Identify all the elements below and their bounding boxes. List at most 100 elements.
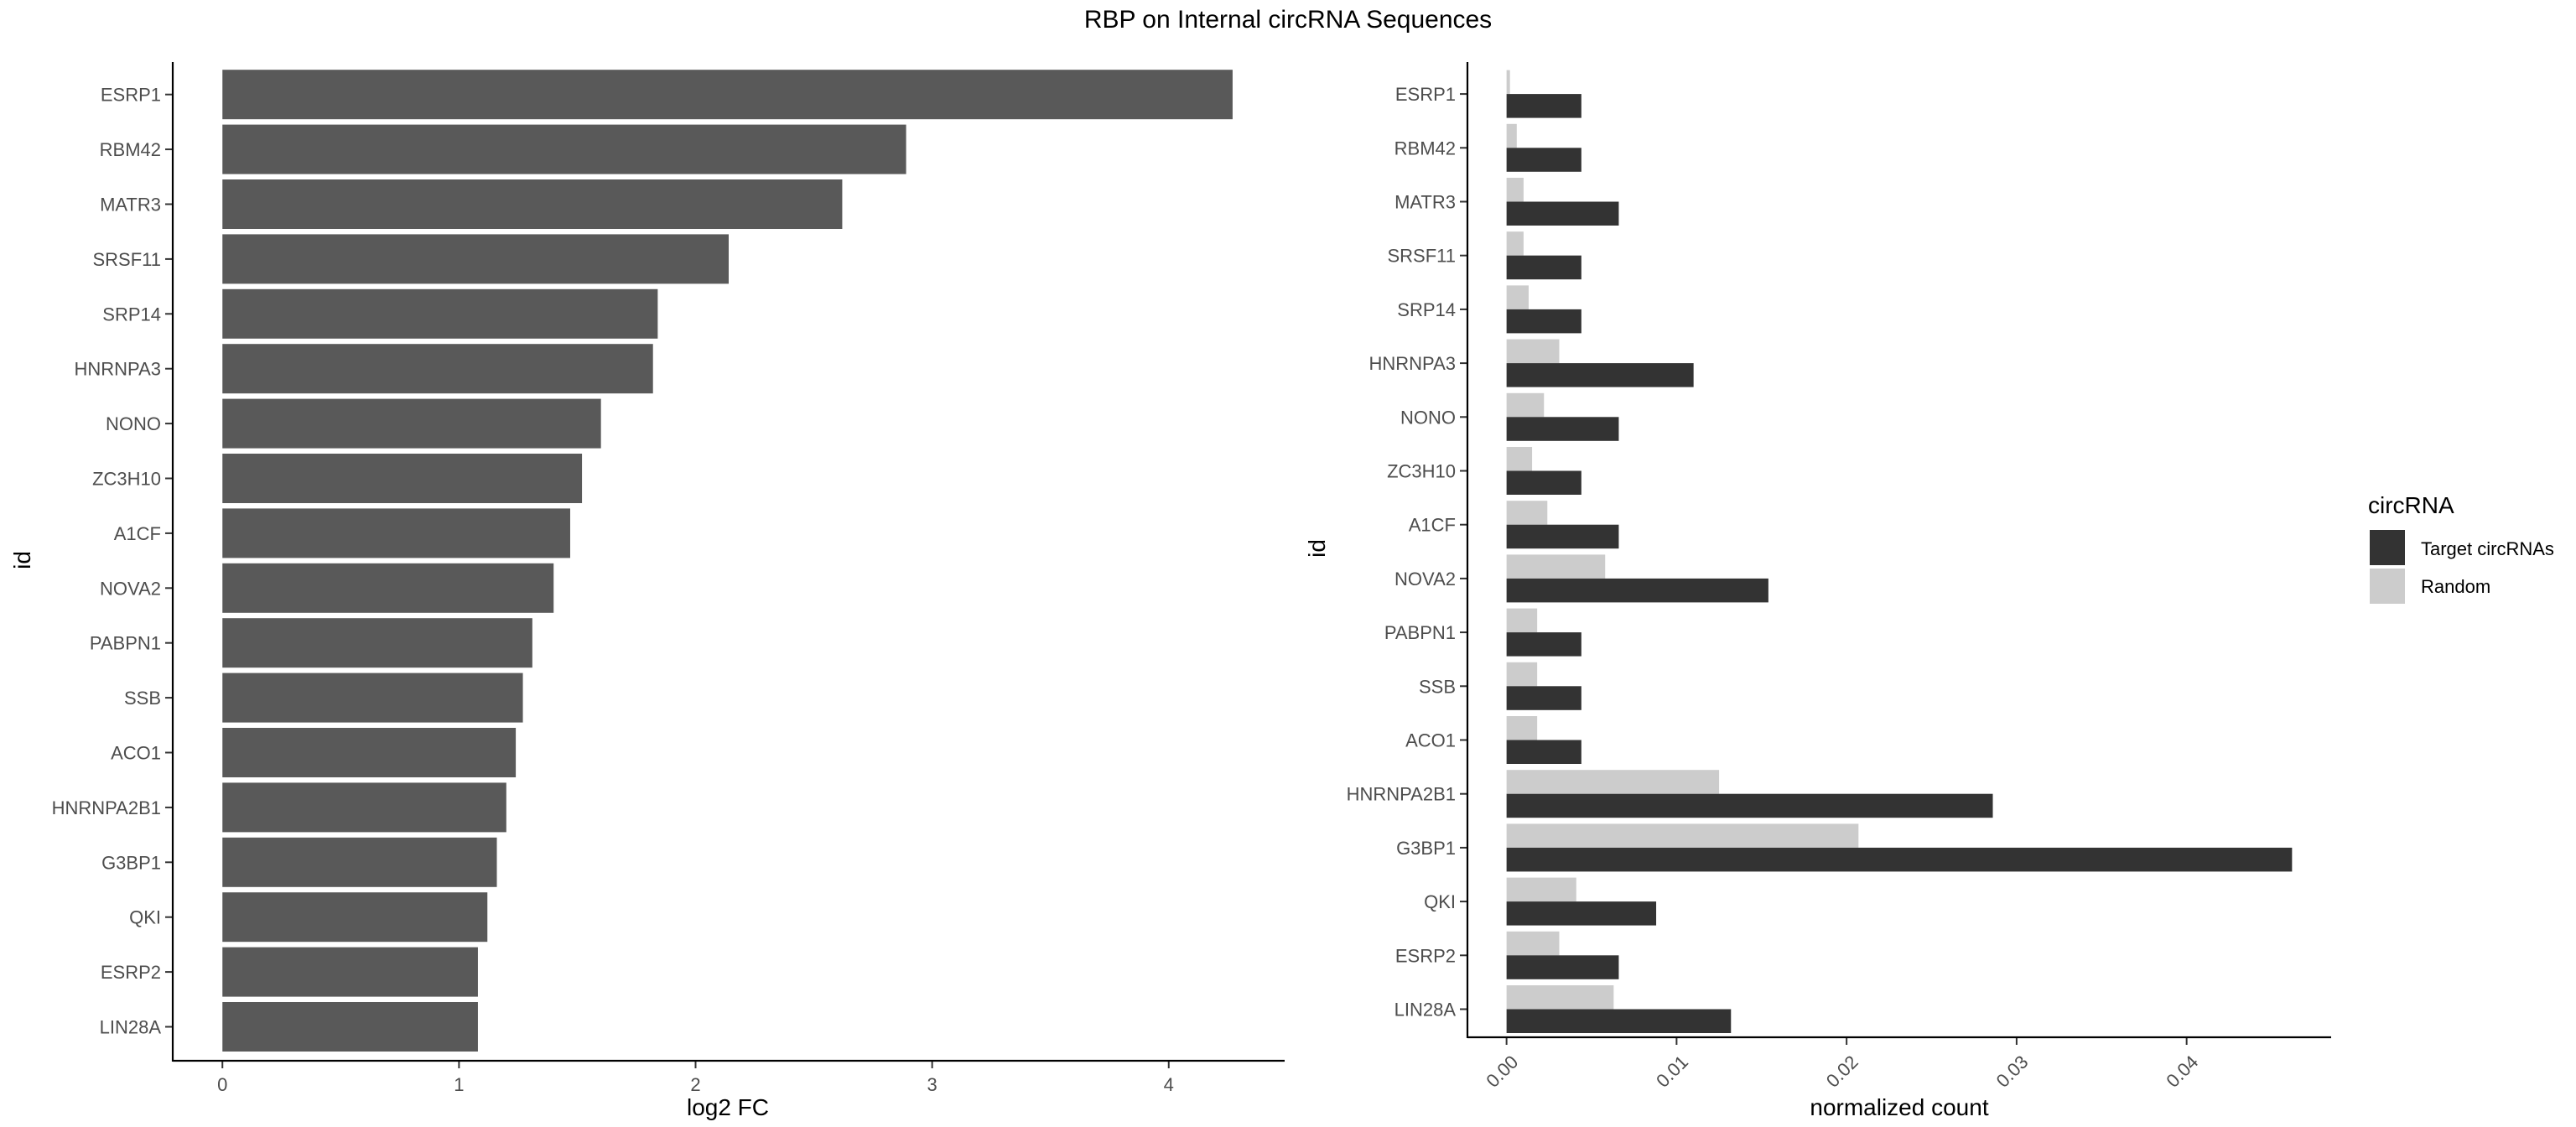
chart-title: RBP on Internal circRNA Sequences [1084, 6, 1492, 34]
log2fc-y-tick-label: ACO1 [111, 743, 161, 764]
log2fc-y-tick-label: NOVA2 [100, 578, 161, 599]
log2fc-y-tick-label: LIN28A [100, 1017, 162, 1038]
target-bar-a1cf [1506, 524, 1619, 549]
log2fc-y-tick-label: QKI [129, 907, 161, 928]
log2fc-bar-esrp2 [222, 947, 478, 997]
normalized-count-y-tick-label: NOVA2 [1394, 569, 1456, 589]
log2fc-y-tick-label: ESRP1 [101, 85, 161, 106]
target-bar-qki [1506, 901, 1657, 926]
log2fc-bar-rbm42 [222, 124, 906, 174]
log2fc-bar-qki [222, 892, 488, 943]
random-bar-zc3h10 [1506, 447, 1533, 471]
log2fc-bar-a1cf [222, 508, 570, 558]
log2fc-x-tick-label: 1 [454, 1074, 464, 1095]
random-bar-esrp2 [1506, 931, 1560, 956]
random-bar-hnrnpa2b1 [1506, 770, 1720, 794]
target-bar-pabpn1 [1506, 632, 1581, 657]
normalized-count-y-tick-label: SRP14 [1397, 299, 1456, 320]
normalized-count-y-ticks: ESRP1 RBM42 MATR3 SRSF11 SRP14 HNRNPA3 NONO ZC3… [1347, 84, 1467, 1021]
log2fc-y-ticks: ESRP1 RBM42 MATR3 SRSF11 SRP14 HNRNPA3 NONO ZC3… [52, 85, 173, 1038]
log2fc-bar-esrp1 [222, 70, 1233, 120]
random-bar-a1cf [1506, 501, 1548, 525]
normalized-count-y-tick-label: G3BP1 [1396, 838, 1456, 859]
target-bar-hnrnpa2b1 [1506, 793, 1993, 818]
normalized-count-y-tick-label: NONO [1400, 407, 1456, 428]
log2fc-y-tick-label: A1CF [114, 523, 161, 544]
log2fc-y-tick-label: HNRNPA3 [74, 359, 161, 380]
normalized-count-y-tick-label: HNRNPA3 [1368, 353, 1456, 374]
log2fc-y-tick-label: ZC3H10 [92, 469, 161, 490]
log2fc-bar-srsf11 [222, 234, 729, 284]
log2fc-bar-ssb [222, 673, 523, 723]
random-bar-nono [1506, 392, 1545, 418]
normalized-count-y-tick-label: QKI [1424, 891, 1456, 912]
random-bar-pabpn1 [1506, 608, 1538, 633]
log2fc-panel: ESRP1 RBM42 MATR3 SRSF11 SRP14 HNRNPA3 NONO ZC3… [9, 62, 1285, 1120]
random-bar-matr3 [1506, 178, 1524, 202]
log2fc-y-tick-label: HNRNPA2B1 [52, 797, 161, 818]
target-bar-ssb [1506, 686, 1581, 710]
log2fc-x-tick-label: 0 [217, 1074, 227, 1095]
random-bar-aco1 [1506, 716, 1538, 740]
target-bar-lin28a [1506, 1009, 1732, 1033]
log2fc-y-tick-label: G3BP1 [101, 852, 161, 873]
log2fc-y-tick-label: ESRP2 [101, 962, 161, 983]
log2fc-bars [222, 70, 1233, 1052]
target-bar-rbm42 [1506, 148, 1581, 172]
legend-label-random: Random [2421, 576, 2490, 597]
legend: circRNA Target circRNAs Random [2368, 492, 2554, 604]
log2fc-bar-hnrnpa2b1 [222, 782, 506, 833]
random-bar-lin28a [1506, 985, 1614, 1010]
legend-key-target [2370, 530, 2405, 565]
log2fc-bar-aco1 [222, 728, 517, 777]
normalized-count-y-tick-label: A1CF [1409, 515, 1456, 536]
log2fc-x-tick-label: 3 [927, 1074, 937, 1095]
normalized-count-x-axis-title: normalized count [1810, 1094, 1988, 1120]
normalized-count-bars [1506, 70, 2293, 1033]
random-bar-ssb [1506, 662, 1538, 687]
random-bar-g3bp1 [1506, 823, 1859, 848]
normalized-count-y-tick-label: RBM42 [1394, 138, 1456, 158]
normalized-count-y-axis-title: id [1304, 539, 1330, 558]
target-bar-nono [1506, 417, 1619, 441]
normalized-count-y-tick-label: SRSF11 [1387, 246, 1456, 267]
log2fc-y-tick-label: PABPN1 [90, 633, 161, 654]
log2fc-y-axis-title: id [9, 551, 35, 569]
log2fc-y-tick-label: SRSF11 [92, 249, 161, 270]
normalized-count-y-tick-label: LIN28A [1394, 1000, 1457, 1021]
log2fc-bar-zc3h10 [222, 454, 583, 503]
log2fc-bar-g3bp1 [222, 837, 497, 887]
normalized-count-y-tick-label: ZC3H10 [1387, 461, 1456, 482]
log2fc-bar-matr3 [222, 179, 843, 229]
normalized-count-y-tick-label: HNRNPA2B1 [1347, 784, 1456, 805]
normalized-count-y-tick-label: ESRP2 [1395, 945, 1456, 966]
random-bar-esrp1 [1506, 70, 1510, 95]
random-bar-srp14 [1506, 285, 1529, 309]
target-bar-nova2 [1506, 578, 1768, 603]
target-bar-srp14 [1506, 309, 1581, 334]
legend-key-random [2370, 569, 2405, 604]
target-bar-esrp2 [1506, 955, 1619, 979]
target-bar-zc3h10 [1506, 470, 1581, 495]
log2fc-bar-lin28a [222, 1002, 478, 1052]
normalized-count-y-tick-label: SSB [1419, 676, 1456, 697]
target-bar-esrp1 [1506, 94, 1581, 118]
normalized-count-y-tick-label: ESRP1 [1395, 84, 1456, 105]
random-bar-rbm42 [1506, 123, 1517, 148]
log2fc-bar-hnrnpa3 [222, 344, 653, 394]
log2fc-bar-srp14 [222, 288, 658, 339]
log2fc-x-tick-label: 2 [690, 1074, 700, 1095]
target-bar-srsf11 [1506, 255, 1581, 280]
random-bar-nova2 [1506, 554, 1606, 579]
random-bar-srsf11 [1506, 231, 1524, 256]
random-bar-qki [1506, 877, 1576, 902]
log2fc-x-axis-title: log2 FC [687, 1094, 769, 1120]
log2fc-y-tick-label: SSB [124, 688, 161, 709]
target-bar-hnrnpa3 [1506, 363, 1694, 387]
legend-title: circRNA [2368, 492, 2454, 518]
random-bar-hnrnpa3 [1506, 339, 1560, 364]
target-bar-matr3 [1506, 201, 1619, 226]
legend-label-target: Target circRNAs [2421, 538, 2554, 559]
log2fc-y-tick-label: RBM42 [100, 139, 161, 160]
log2fc-x-tick-label: 4 [1164, 1074, 1174, 1095]
